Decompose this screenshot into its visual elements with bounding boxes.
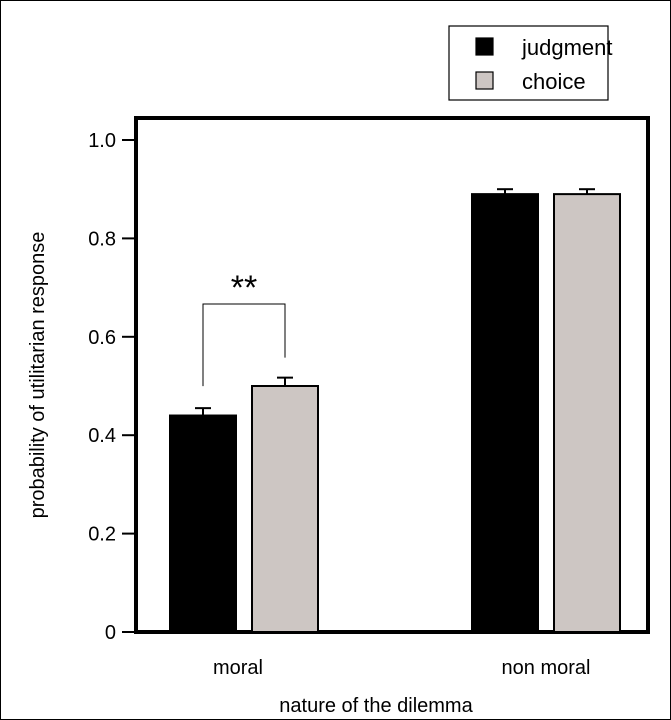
y-tick-label: 0 [105, 622, 116, 644]
chart-marks: 0 0.2 0.4 0.6 0.8 1.0 moral non moral [88, 130, 621, 679]
legend-label-choice: choice [522, 69, 586, 94]
legend-swatch-judgment [475, 37, 494, 56]
y-tick-label: 0.4 [88, 425, 116, 447]
bar-choice-non-moral [553, 193, 621, 633]
legend: judgment choice [448, 25, 613, 101]
y-tick-label: 0.8 [88, 228, 116, 250]
y-tick-label: 0.6 [88, 327, 116, 349]
x-tick-label: non moral [502, 657, 591, 679]
significance-bracket-line [202, 303, 286, 387]
significance-stars: ** [231, 269, 257, 307]
legend-label-judgment: judgment [521, 35, 613, 60]
x-axis-label: nature of the dilemma [279, 695, 473, 717]
bar-choice-moral [251, 385, 319, 633]
plot-area [134, 116, 650, 634]
bar-judgment-moral [169, 414, 237, 633]
bar-judgment-non-moral [471, 193, 539, 633]
x-tick-label: moral [213, 657, 263, 679]
y-tick-label: 1.0 [88, 130, 116, 152]
y-axis-label: probability of utilitarian response [27, 232, 49, 519]
y-tick-label: 0.2 [88, 524, 116, 546]
legend-swatch-choice [475, 71, 494, 90]
significance-bracket: ** [202, 269, 286, 387]
